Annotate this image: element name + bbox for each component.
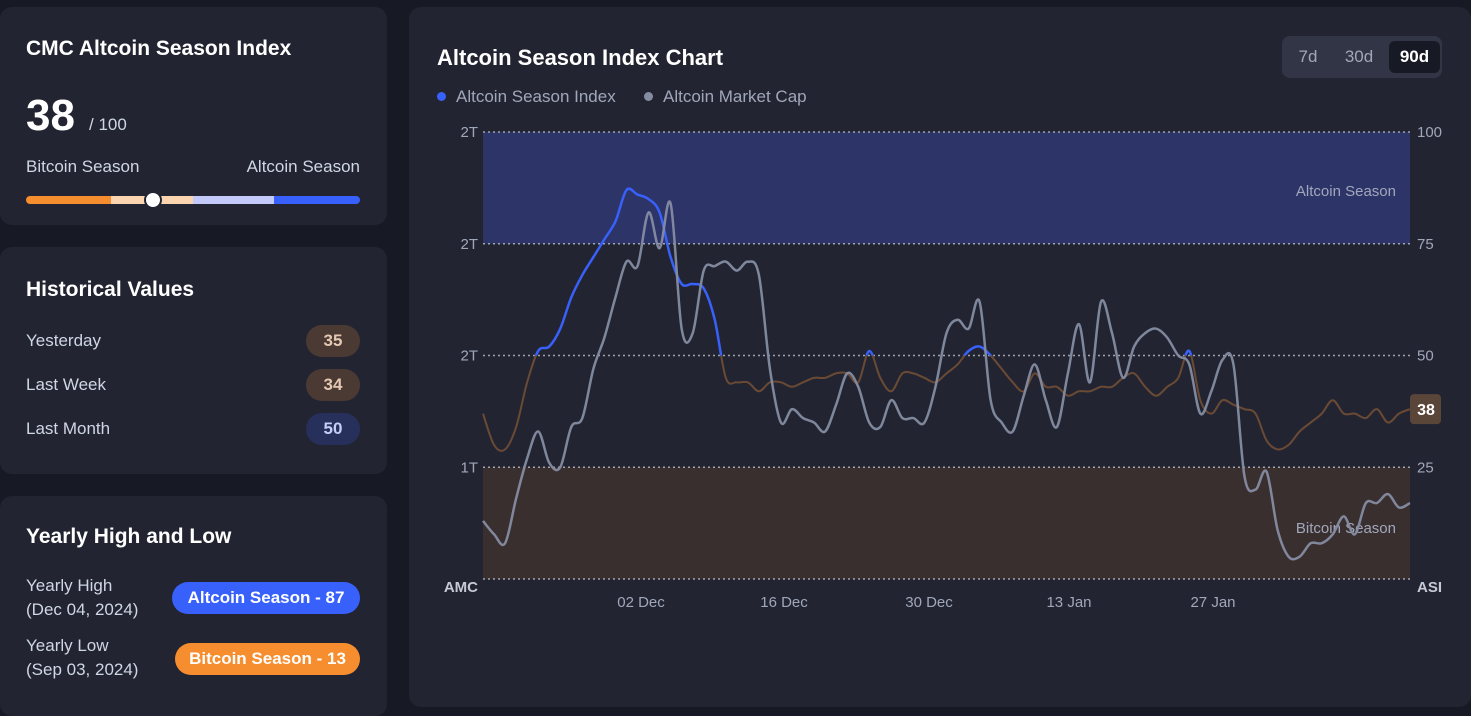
legend-altcoin-market-cap[interactable]: Altcoin Market Cap bbox=[644, 87, 807, 107]
chart-card: Altcoin Season Index Chart 7d 30d 90d Al… bbox=[409, 7, 1471, 707]
asi-line-upper bbox=[534, 187, 1193, 356]
current-value-label: 38 bbox=[1417, 402, 1435, 419]
chart-series bbox=[482, 187, 1411, 561]
bitcoin-season-label: Bitcoin Season bbox=[26, 157, 140, 176]
right-axis-footer: ASI bbox=[1417, 579, 1442, 596]
zone-label: Altcoin Season bbox=[1296, 183, 1396, 200]
meter-bitcoin-segment bbox=[26, 196, 111, 204]
index-value: 38 bbox=[26, 91, 75, 140]
legend-altcoin-season-index[interactable]: Altcoin Season Index bbox=[437, 87, 616, 107]
altcoin-season-label: Altcoin Season bbox=[246, 157, 360, 176]
index-out-of: / 100 bbox=[89, 115, 127, 134]
x-axis-tick: 16 Dec bbox=[760, 594, 808, 611]
range-90d-button[interactable]: 90d bbox=[1389, 41, 1440, 73]
yearly-title: Yearly High and Low bbox=[26, 525, 232, 548]
x-axis-tick: 27 Jan bbox=[1190, 594, 1235, 611]
right-axis-tick: 100 bbox=[1417, 124, 1442, 141]
history-label: Last Week bbox=[26, 375, 107, 394]
range-7d-button[interactable]: 7d bbox=[1298, 47, 1318, 66]
history-row-last-week: Last Week 34 bbox=[26, 369, 360, 401]
history-row-yesterday: Yesterday 35 bbox=[26, 325, 360, 357]
index-card-title: CMC Altcoin Season Index bbox=[26, 37, 292, 60]
legend-dot-icon bbox=[644, 92, 653, 101]
history-row-last-month: Last Month 50 bbox=[26, 413, 360, 445]
right-axis-tick: 50 bbox=[1417, 348, 1434, 365]
altcoin-season-index-card: CMC Altcoin Season Index 38 / 100 Bitcoi… bbox=[0, 7, 387, 225]
left-axis-tick: 1T bbox=[460, 459, 478, 476]
history-value-badge: 35 bbox=[306, 325, 360, 357]
right-axis-tick: 25 bbox=[1417, 459, 1434, 476]
yearly-high-badge: Altcoin Season - 87 bbox=[172, 582, 360, 614]
yearly-high-date: (Dec 04, 2024) bbox=[26, 600, 139, 619]
current-value-tag bbox=[1410, 394, 1441, 425]
yearly-low-label: Yearly Low bbox=[26, 636, 109, 655]
x-axis-tick: 02 Dec bbox=[617, 594, 665, 611]
yearly-high-row: Yearly High (Dec 04, 2024) Altcoin Seaso… bbox=[26, 574, 360, 622]
historical-values-card: Historical Values Yesterday 35 Last Week… bbox=[0, 247, 387, 474]
range-30d-button[interactable]: 30d bbox=[1344, 47, 1374, 66]
left-axis-tick: 2T bbox=[460, 348, 478, 365]
history-value-badge: 50 bbox=[306, 413, 360, 445]
asi-line-lower bbox=[482, 355, 1411, 452]
left-axis-tick: 2T bbox=[460, 124, 478, 141]
x-axis-tick: 13 Jan bbox=[1046, 594, 1091, 611]
season-meter bbox=[26, 191, 360, 209]
history-label: Yesterday bbox=[26, 331, 101, 350]
yearly-low-date: (Sep 03, 2024) bbox=[26, 660, 139, 679]
x-axis-tick: 30 Dec bbox=[905, 594, 953, 611]
market-cap-line bbox=[482, 200, 1411, 561]
legend-label: Altcoin Market Cap bbox=[663, 87, 807, 106]
meter-altcoin-segment bbox=[274, 196, 360, 204]
zone-label: Bitcoin Season bbox=[1296, 520, 1396, 537]
left-axis-footer: AMC bbox=[444, 579, 478, 596]
yearly-low-row: Yearly Low (Sep 03, 2024) Bitcoin Season… bbox=[26, 634, 360, 682]
zone-band-altcoin bbox=[483, 132, 1410, 244]
history-value-badge: 34 bbox=[306, 369, 360, 401]
yearly-high-low-card: Yearly High and Low Yearly High (Dec 04,… bbox=[0, 496, 387, 716]
chart-zones: Altcoin Season Bitcoin Season bbox=[483, 132, 1410, 579]
left-axis-tick: 2T bbox=[460, 236, 478, 253]
historical-values-title: Historical Values bbox=[26, 278, 195, 301]
meter-altcoin-light-segment bbox=[193, 196, 274, 204]
legend-dot-icon bbox=[437, 92, 446, 101]
chart-axes: 2T 2T 2T 1T 100 75 50 25 AMC ASI 02 Dec 16 Dec 30 De… bbox=[444, 124, 1442, 611]
yearly-low-badge: Bitcoin Season - 13 bbox=[175, 643, 360, 675]
altcoin-season-chart[interactable]: Altcoin Season Bitcoin Season 2T 2T 2T 1T 100… bbox=[409, 7, 1471, 693]
time-range-selector: 7d 30d 90d bbox=[1282, 36, 1442, 78]
legend-label: Altcoin Season Index bbox=[456, 87, 616, 106]
right-axis-tick: 75 bbox=[1417, 236, 1434, 253]
yearly-high-label: Yearly High bbox=[26, 576, 113, 595]
history-label: Last Month bbox=[26, 419, 111, 438]
meter-indicator-knob bbox=[143, 191, 162, 209]
chart-title: Altcoin Season Index Chart bbox=[437, 45, 724, 70]
zone-band-bitcoin bbox=[483, 467, 1410, 579]
